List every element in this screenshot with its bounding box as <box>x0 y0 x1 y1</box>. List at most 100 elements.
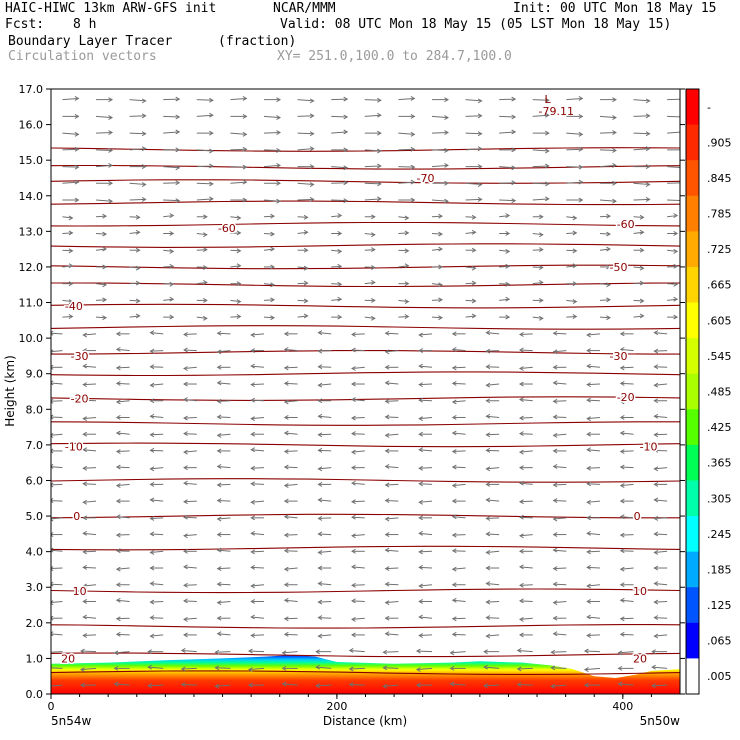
colorbar-swatch <box>686 409 699 446</box>
isotherm-line <box>51 624 680 629</box>
colorbar-label: .605 <box>707 314 732 327</box>
contour-label: -20 <box>71 393 89 406</box>
field-name: Boundary Layer Tracer <box>8 34 173 49</box>
colorbar-swatch <box>686 89 699 126</box>
colorbar-swatch <box>686 266 699 304</box>
isotherm-line <box>51 179 680 184</box>
y-tick-label: 16.0 <box>19 119 44 132</box>
isotherm-line <box>51 545 680 551</box>
model-title: HAIC-HIWC 13km ARW-GFS init <box>5 1 217 16</box>
colorbar-label: .245 <box>707 528 732 541</box>
x-tick-label: 400 <box>612 700 633 713</box>
colorbar-swatch <box>686 587 699 624</box>
isotherm-line <box>51 396 680 401</box>
y-tick-label: 15.0 <box>19 154 44 167</box>
x-tick-label: 200 <box>326 700 347 713</box>
field-units: (fraction) <box>218 34 297 49</box>
colorbar-label: .065 <box>707 635 732 648</box>
isotherm-line <box>51 588 680 594</box>
contour-label: 10 <box>633 585 647 598</box>
contour-label: -20 <box>617 391 635 404</box>
colorbar-swatch <box>686 373 699 410</box>
colorbar-label: .125 <box>707 599 732 612</box>
isotherm-line <box>51 303 680 309</box>
colorbar-swatch <box>686 231 699 268</box>
isotherm-line <box>51 421 680 426</box>
contour-label: 10 <box>73 585 87 598</box>
fcst-label: Fcst: <box>5 17 45 32</box>
colorbar-label: .905 <box>707 136 732 149</box>
contour-label: 20 <box>633 652 647 665</box>
colorbar-label: .845 <box>707 172 732 185</box>
y-tick-label: 1.0 <box>26 652 44 665</box>
x-end-right: 5n50w <box>640 714 681 728</box>
colorbar-label: .785 <box>707 208 732 221</box>
colorbar-label: .005 <box>707 670 732 683</box>
x-axis-label: Distance (km) <box>323 714 407 728</box>
colorbar-label: .365 <box>707 457 732 470</box>
contour-label: -70 <box>417 172 435 185</box>
y-tick-label: 12.0 <box>19 261 44 274</box>
colorbar-swatch <box>686 338 699 375</box>
isotherm-line <box>51 513 680 519</box>
org-label: NCAR/MMM <box>273 1 336 16</box>
colorbar-label: .665 <box>707 279 732 292</box>
isotherm-line <box>51 670 680 675</box>
contour-label: 0 <box>73 510 80 523</box>
y-tick-label: 6.0 <box>26 474 44 487</box>
y-tick-label: 0.0 <box>26 688 44 701</box>
y-tick-label: 5.0 <box>26 510 44 523</box>
y-tick-label: 8.0 <box>26 403 44 416</box>
contour-label: -10 <box>640 441 658 454</box>
isotherm-line <box>51 147 680 152</box>
contour-label: 20 <box>61 652 75 665</box>
contour-label: -30 <box>71 350 89 363</box>
contour-label: -60 <box>617 218 635 231</box>
min-value: -79.11 <box>538 105 573 118</box>
colorbar-swatch <box>686 160 699 197</box>
y-tick-label: 4.0 <box>26 546 44 559</box>
contour-label: -60 <box>218 222 236 235</box>
colorbar-label: .305 <box>707 492 732 505</box>
colorbar-label: .485 <box>707 386 732 399</box>
contour-label: -30 <box>610 350 628 363</box>
y-tick-label: 2.0 <box>26 617 44 630</box>
colorbar-swatch <box>686 516 699 553</box>
contour-label: -50 <box>610 261 628 274</box>
colorbar-label: - <box>707 101 711 114</box>
x-end-left: 5n54w <box>51 714 92 728</box>
colorbar-swatch <box>686 551 699 588</box>
colorbar-label: .425 <box>707 421 732 434</box>
isotherm-line <box>51 478 680 483</box>
colorbar-swatch <box>686 302 699 339</box>
y-tick-label: 11.0 <box>19 297 44 310</box>
contour-label: -40 <box>65 300 83 313</box>
y-tick-label: 7.0 <box>26 439 44 452</box>
contour-label: 0 <box>634 510 641 523</box>
colorbar-swatch <box>686 622 699 659</box>
isotherm-line <box>51 350 680 355</box>
isotherm-line <box>51 652 680 658</box>
colorbar-swatch <box>686 124 699 161</box>
xy-range: XY= 251.0,100.0 to 284.7,100.0 <box>277 49 512 64</box>
colorbar-swatch <box>686 658 699 695</box>
colorbar-frame <box>685 88 700 695</box>
colorbar-label: .545 <box>707 350 732 363</box>
contour-label: -10 <box>65 441 83 454</box>
valid-time: Valid: 08 UTC Mon 18 May 15 (05 LST Mon … <box>280 17 672 32</box>
x-tick-label: 0 <box>48 700 55 713</box>
y-tick-label: 17.0 <box>19 83 44 96</box>
colorbar-swatch <box>686 444 699 481</box>
init-time: Init: 00 UTC Mon 18 May 15 <box>513 1 717 16</box>
vector-label: Circulation vectors <box>8 49 157 64</box>
isotherm-line <box>51 243 680 248</box>
y-axis-label: Height (km) <box>3 355 17 426</box>
circulation-vectors <box>51 96 680 689</box>
colorbar-label: .725 <box>707 243 732 256</box>
isotherm-line <box>51 325 680 330</box>
y-tick-label: 9.0 <box>26 368 44 381</box>
colorbar-label: .185 <box>707 563 732 576</box>
min-mark: L <box>544 93 551 106</box>
y-tick-label: 13.0 <box>19 225 44 238</box>
isotherm-line <box>51 442 680 448</box>
